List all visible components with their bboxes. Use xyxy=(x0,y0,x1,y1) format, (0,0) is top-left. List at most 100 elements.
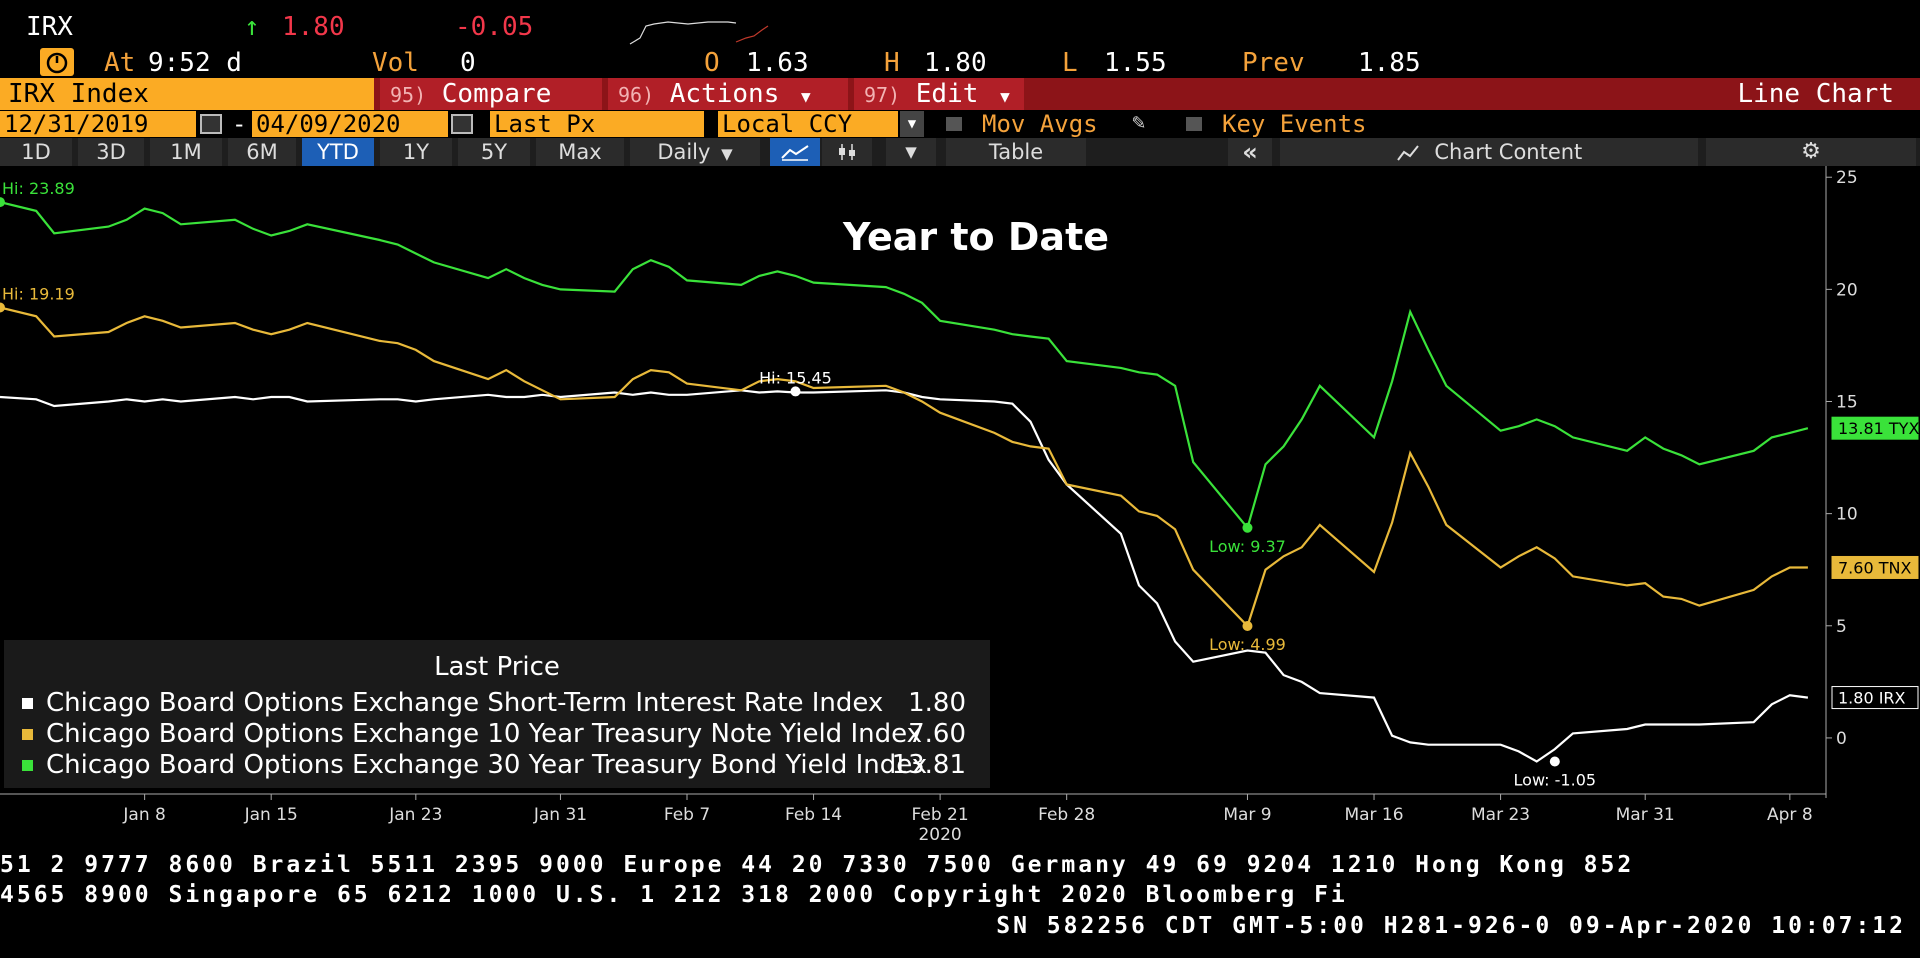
x-tick-label: Jan 23 xyxy=(388,805,442,825)
candlestick-icon[interactable] xyxy=(822,138,872,166)
series-line-irx xyxy=(0,389,1809,763)
at-label: At xyxy=(104,48,136,78)
annotation-label: Low: -1.05 xyxy=(1514,770,1597,789)
annotation-marker xyxy=(790,386,801,397)
key-events-checkbox[interactable] xyxy=(1186,117,1202,131)
last-value-box xyxy=(1831,686,1919,710)
low-label: L xyxy=(1062,48,1078,78)
compare-button[interactable]: 95) Compare xyxy=(380,78,602,110)
speedometer-icon[interactable] xyxy=(40,48,74,76)
last-value-label: 7.60 TNX xyxy=(1838,558,1911,577)
legend-series-value: 1.80 xyxy=(908,688,966,718)
annotation-label: Hi: 23.89 xyxy=(2,179,75,198)
toolbar: 1D 3D 1M 6M YTD 1Y 5Y Max Daily ▼ ▼ Table « Cha… xyxy=(0,138,1920,166)
period-button-1m[interactable]: 1M xyxy=(150,138,222,166)
legend-swatch xyxy=(22,729,33,740)
y-tick-label: 0 xyxy=(1836,729,1847,749)
chart-title: Year to Date xyxy=(842,215,1109,259)
prev-value: 1.85 xyxy=(1358,48,1421,78)
title-bar: IRX Index 95) Compare 96) Actions ▼ 97) … xyxy=(0,78,1920,110)
footer-line-2: 4565 8900 Singapore 65 6212 1000 U.S. 1 … xyxy=(0,882,1348,908)
high-value: 1.80 xyxy=(924,48,987,78)
chart-content-button[interactable]: Chart Content xyxy=(1280,138,1698,166)
caret-down-icon: ▼ xyxy=(1000,87,1010,106)
settings-gear-icon[interactable]: ⚙ xyxy=(1706,138,1916,166)
y-tick-label: 15 xyxy=(1836,393,1858,413)
x-tick-label: Apr 8 xyxy=(1767,805,1813,825)
line-chart-icon[interactable] xyxy=(770,138,820,166)
last-value-label: 13.81 TYX xyxy=(1838,419,1919,438)
actions-button[interactable]: 96) Actions ▼ xyxy=(608,78,848,110)
x-tick-label: Mar 31 xyxy=(1616,805,1675,825)
legend-series-name: Chicago Board Options Exchange 10 Year T… xyxy=(46,719,923,749)
y-tick-label: 20 xyxy=(1836,280,1858,300)
x-tick-label: Jan 15 xyxy=(244,805,298,825)
annotation-marker xyxy=(1549,756,1560,767)
x-tick-label: Mar 9 xyxy=(1223,805,1271,825)
date-row: 12/31/2019 - 04/09/2020 Last Px Local CC… xyxy=(0,110,1920,138)
y-tick-label: 10 xyxy=(1836,505,1858,525)
footer-line-3: SN 582256 CDT GMT-5:00 H281-926-0 09-Apr… xyxy=(996,913,1906,939)
annotation-marker xyxy=(1242,621,1253,632)
field-select[interactable]: Last Px xyxy=(490,111,704,137)
annotation-marker xyxy=(0,302,5,313)
last-value-tag-tnx: 7.60 TNX xyxy=(1831,555,1919,579)
table-button[interactable]: Table xyxy=(946,138,1086,166)
security-field[interactable]: IRX Index xyxy=(0,78,374,110)
period-button-1d[interactable]: 1D xyxy=(0,138,72,166)
legend-series-value: 13.81 xyxy=(891,750,966,780)
high-label: H xyxy=(884,48,900,78)
period-button-1y[interactable]: 1Y xyxy=(380,138,452,166)
period-button-ytd[interactable]: YTD xyxy=(302,138,374,166)
open-label: O xyxy=(704,48,720,78)
x-tick-label: Jan 31 xyxy=(533,805,587,825)
period-button-3d[interactable]: 3D xyxy=(78,138,144,166)
legend-swatch xyxy=(22,698,33,709)
frequency-select[interactable]: Daily ▼ xyxy=(630,138,760,166)
pencil-icon[interactable]: ✎ xyxy=(1132,110,1146,135)
annotation-label: Low: 9.37 xyxy=(1209,537,1286,556)
mov-avgs-label[interactable]: Mov Avgs xyxy=(982,110,1098,138)
end-date-field[interactable]: 04/09/2020 xyxy=(252,111,448,137)
y-tick-label: 25 xyxy=(1836,168,1858,188)
collapse-icon[interactable]: « xyxy=(1228,138,1272,166)
mov-avgs-checkbox[interactable] xyxy=(946,117,962,131)
legend-row-tyx: Chicago Board Options Exchange 30 Year T… xyxy=(16,750,978,780)
vol-label: Vol xyxy=(372,48,419,78)
calendar-icon[interactable] xyxy=(451,114,473,134)
x-tick-label: Jan 8 xyxy=(122,805,165,825)
period-button-max[interactable]: Max xyxy=(536,138,624,166)
open-value: 1.63 xyxy=(746,48,809,78)
quote-header: IRX ↑ 1.80 -0.05 At 9:52 d Vol 0 O 1.63 … xyxy=(0,0,1920,78)
series-line-tyx xyxy=(0,201,1809,531)
up-arrow-icon: ↑ xyxy=(244,12,260,42)
legend-row-tnx: Chicago Board Options Exchange 10 Year T… xyxy=(16,719,978,749)
calendar-icon[interactable] xyxy=(200,114,222,134)
start-date-field[interactable]: 12/31/2019 xyxy=(0,111,196,137)
last-price: 1.80 xyxy=(282,12,345,42)
x-tick-label: Feb 14 xyxy=(785,805,842,825)
footer-line-1: 51 2 9777 8600 Brazil 5511 2395 9000 Eur… xyxy=(0,852,1635,878)
last-value-label: 1.80 IRX xyxy=(1838,689,1906,708)
quote-time: 9:52 d xyxy=(148,48,242,78)
legend-row-irx: Chicago Board Options Exchange Short-Ter… xyxy=(16,688,978,718)
currency-dropdown-icon[interactable]: ▼ xyxy=(900,111,924,137)
key-events-label[interactable]: Key Events xyxy=(1222,110,1367,138)
y-tick-label: 5 xyxy=(1836,617,1847,637)
period-button-6m[interactable]: 6M xyxy=(228,138,296,166)
last-value-box xyxy=(1831,555,1919,579)
last-value-tag-tyx: 13.81 TYX xyxy=(1831,416,1919,440)
currency-select[interactable]: Local CCY xyxy=(718,111,898,137)
edit-button[interactable]: 97) Edit ▼ xyxy=(854,78,1024,110)
security-name: IRX Index xyxy=(8,79,149,109)
annotation-label: Hi: 15.45 xyxy=(759,368,832,387)
legend-series-name: Chicago Board Options Exchange Short-Ter… xyxy=(46,688,884,718)
period-button-5y[interactable]: 5Y xyxy=(458,138,530,166)
x-tick-label: Feb 21 xyxy=(912,805,969,825)
chart-style-dropdown-icon[interactable]: ▼ xyxy=(886,138,936,166)
chart-area: 0 5 10 15 20 25 Jan 8 Jan 15 Jan 23 Jan 31 Feb 7 Fe… xyxy=(0,166,1919,845)
prev-label: Prev xyxy=(1242,48,1305,78)
annotation-marker xyxy=(0,197,5,208)
legend-series-value: 7.60 xyxy=(908,719,966,749)
annotation-label: Hi: 19.19 xyxy=(2,285,75,304)
